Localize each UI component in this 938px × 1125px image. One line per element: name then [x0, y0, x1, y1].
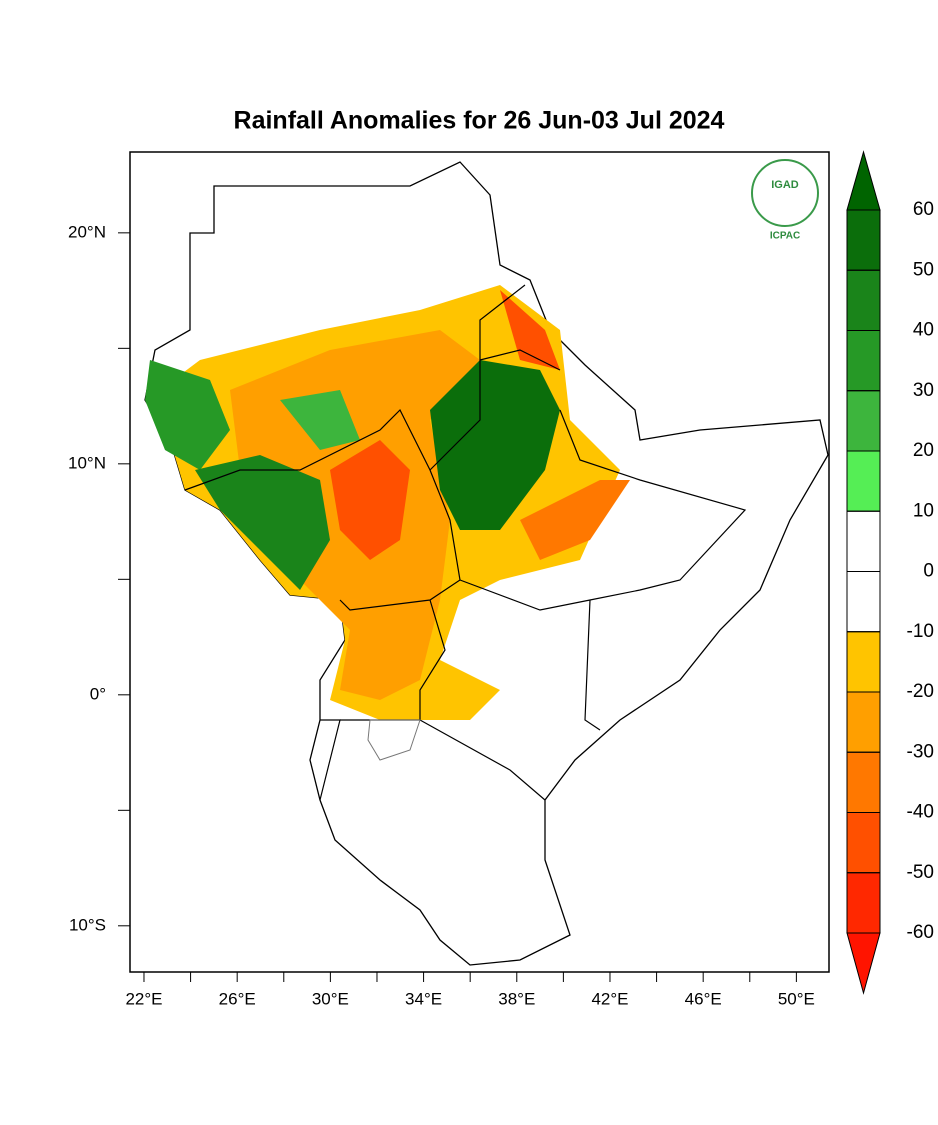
- colorbar-segment: [846, 691, 881, 753]
- colorbar-segment: [846, 209, 881, 271]
- lake-victoria: [367, 719, 421, 761]
- colorbar-segment: [846, 571, 881, 633]
- colorbar-segment: [846, 872, 881, 934]
- y-tick-label: 10°N: [68, 453, 106, 472]
- colorbar-segment: [846, 330, 881, 392]
- colorbar-arrow-bottom: [846, 932, 881, 995]
- logo: IGAD ICPAC: [751, 159, 819, 242]
- map-title: Rainfall Anomalies for 26 Jun-03 Jul 202…: [234, 107, 725, 135]
- x-tick-label: 42°E: [591, 989, 628, 1008]
- colorbar-label: 40: [913, 320, 934, 341]
- x-tick-label: 26°E: [219, 989, 256, 1008]
- colorbar-label: 0: [923, 561, 934, 582]
- x-tick-label: 50°E: [778, 989, 815, 1008]
- colorbar-label: 10: [913, 500, 934, 521]
- colorbar-segment: [846, 450, 881, 512]
- colorbar-arrow-top: [846, 150, 881, 211]
- x-tick-label: 22°E: [125, 989, 162, 1008]
- colorbar-label: 30: [913, 380, 934, 401]
- colorbar-label: -20: [907, 681, 934, 702]
- x-tick-label: 30°E: [312, 989, 349, 1008]
- colorbar-label: -30: [907, 741, 934, 762]
- y-tick-label: 10°S: [69, 915, 106, 934]
- colorbar-segment: [846, 269, 881, 331]
- colorbar-segment: [846, 510, 881, 572]
- y-tick-label: 0°: [90, 684, 106, 703]
- borders: [184, 284, 747, 801]
- x-tick-label: 46°E: [685, 989, 722, 1008]
- colorbar-label: 50: [913, 259, 934, 280]
- anomaly-fill: [145, 285, 630, 720]
- x-tick-label: 38°E: [498, 989, 535, 1008]
- colorbar-segment: [846, 631, 881, 693]
- colorbar-segment: [846, 751, 881, 813]
- colorbar-label: -60: [907, 922, 934, 943]
- colorbar-segment: [846, 812, 881, 874]
- colorbar: 60 50 40 30 20 10 0 -10 -20 -30 -40 -50 -60: [846, 150, 934, 995]
- colorbar-label: 60: [913, 199, 934, 220]
- logo-bottom: ICPAC: [770, 231, 800, 242]
- colorbar-label: -10: [907, 621, 934, 642]
- y-tick-label: 20°N: [68, 222, 106, 241]
- colorbar-segment: [846, 390, 881, 452]
- colorbar-label: -40: [907, 802, 934, 823]
- colorbar-label: -50: [907, 862, 934, 883]
- x-tick-label: 34°E: [405, 989, 442, 1008]
- map: IGAD ICPAC: [129, 151, 830, 973]
- colorbar-label: 20: [913, 440, 934, 461]
- logo-ring: [751, 159, 819, 227]
- logo-top: IGAD: [771, 179, 799, 191]
